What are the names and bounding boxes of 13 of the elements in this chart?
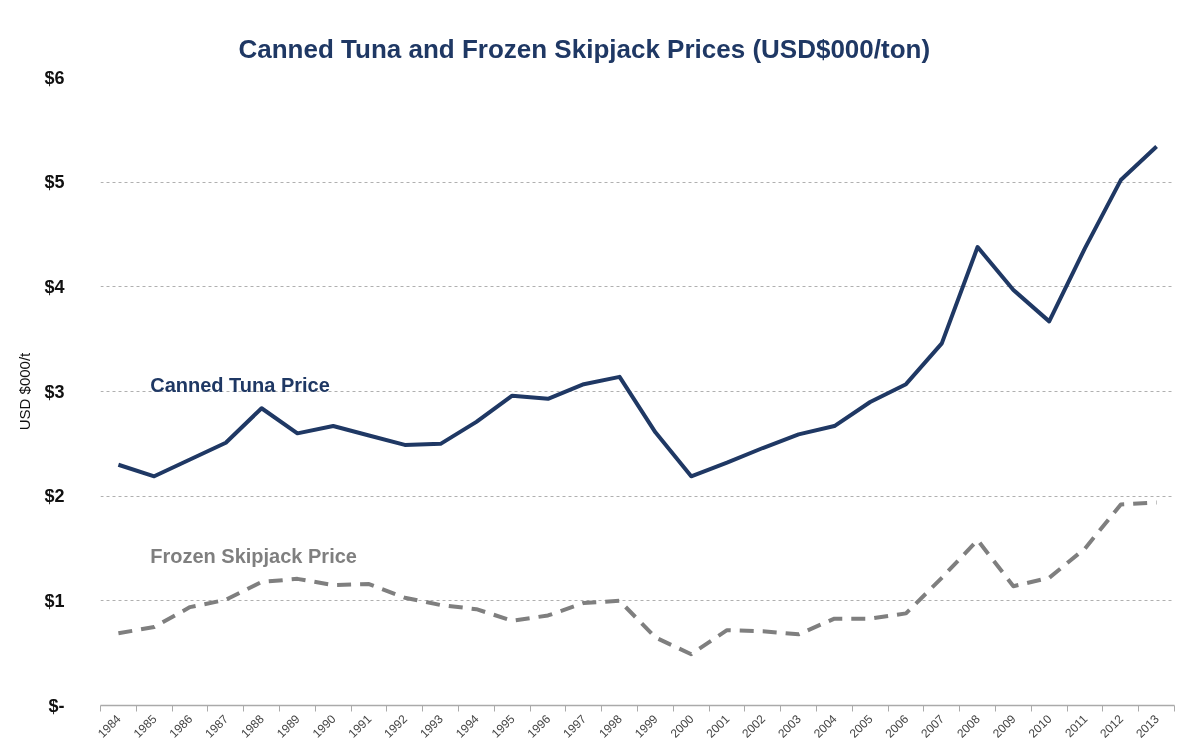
y-tick-label: $5 bbox=[44, 172, 65, 193]
series-label: Frozen Skipjack Price bbox=[150, 544, 357, 567]
y-tick-label: $2 bbox=[44, 486, 65, 507]
line-series bbox=[116, 500, 1159, 657]
y-axis-title: USD $000/t bbox=[16, 351, 34, 431]
y-tick-label: $- bbox=[48, 695, 65, 716]
line-series bbox=[116, 144, 1159, 479]
y-tick-label: $1 bbox=[44, 590, 65, 611]
y-tick-label: $3 bbox=[44, 381, 65, 402]
series-label: Canned Tuna Price bbox=[150, 374, 330, 397]
chart-title: Canned Tuna and Frozen Skipjack Prices (USD$000/ton) bbox=[238, 33, 931, 64]
y-tick-label: $6 bbox=[44, 67, 65, 88]
y-tick-label: $4 bbox=[44, 276, 65, 297]
